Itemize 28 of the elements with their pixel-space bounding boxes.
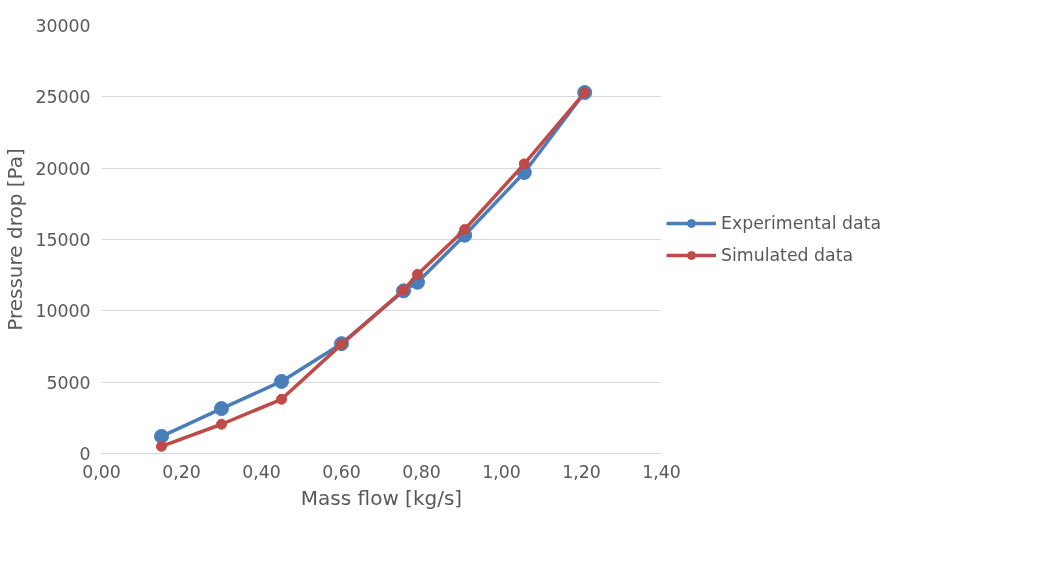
point (216, 418, 227, 430)
x-tick-label: 0,80 (402, 461, 441, 482)
x-tick-label: 1,00 (482, 461, 521, 482)
point (214, 401, 229, 417)
x-tick-label: 0,20 (162, 461, 201, 482)
y-tick-label: 15000 (35, 230, 91, 250)
point (154, 428, 169, 444)
y-tick-label: 25000 (35, 87, 91, 108)
y-tick-label: 20000 (35, 158, 91, 179)
point (518, 158, 530, 170)
y-tick-label: 10000 (35, 301, 91, 322)
y-tick-label: 0 (79, 444, 91, 464)
y-tick-label: 5000 (46, 372, 91, 393)
legend-label: Experimental data (721, 213, 882, 233)
point (412, 268, 423, 280)
point (274, 373, 289, 389)
x-tick-label: 0,40 (242, 461, 281, 482)
x-tick-label: 1,20 (562, 461, 601, 482)
x-axis-title: Mass flow [kg/s] (300, 485, 463, 510)
legend-label: Simulated data (721, 245, 854, 265)
point (156, 440, 167, 452)
x-tick-label: 1,40 (642, 461, 681, 482)
x-tick-label: 0,00 (82, 461, 121, 482)
y-tick-label: 30000 (35, 16, 91, 36)
x-tick-label: 0,60 (322, 461, 361, 482)
point (459, 224, 471, 235)
point (276, 393, 287, 405)
y-axis-title: Pressure drop [Pa] (3, 148, 28, 331)
